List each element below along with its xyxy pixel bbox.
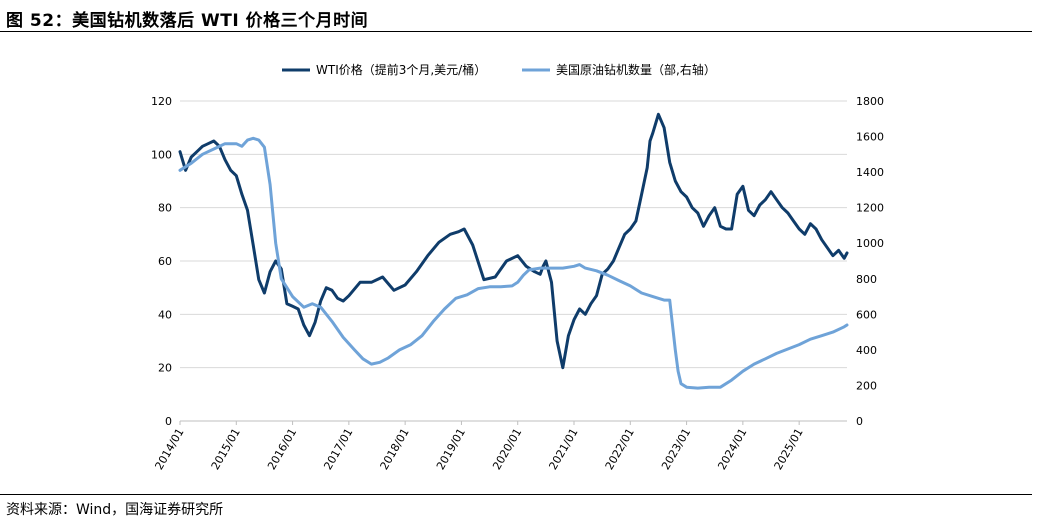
wti-price-line [178,112,849,370]
left-tick-label: 100 [151,148,172,161]
right-tick-label: 1400 [856,166,884,179]
left-tick-label: 60 [158,255,172,268]
dual-axis-line-chart: 2014/01 2015/01 2016/01 2017/01 2018/01 2019/… [151,62,884,472]
right-tick-label: 1600 [856,131,884,144]
x-tick-label: 2015/01 [209,426,243,472]
left-tick-label: 120 [151,95,172,108]
x-axis: 2014/01 2015/01 2016/01 2017/01 2018/01 2019/… [152,421,806,472]
x-tick-label: 2020/01 [490,426,524,472]
right-tick-label: 800 [856,273,877,286]
footer-rule [0,494,1032,495]
legend-label-wti: WTI价格（提前3个月,美元/桶） [316,62,486,77]
right-tick-label: 1000 [856,237,884,250]
right-tick-label: 400 [856,344,877,357]
left-tick-label: 80 [158,202,172,215]
left-tick-label: 20 [158,362,172,375]
x-tick-label: 2016/01 [265,426,299,472]
x-tick-label: 2018/01 [378,426,412,472]
source-note: 资料来源：Wind，国海证券研究所 [6,502,224,518]
rig-count-line [178,136,849,390]
right-tick-label: 1800 [856,95,884,108]
x-tick-label: 2024/01 [715,426,749,472]
right-tick-label: 600 [856,308,877,321]
x-tick-label: 2021/01 [546,426,580,472]
legend-label-rigs: 美国原油钻机数量（部,右轴） [556,62,716,77]
left-tick-label: 40 [158,308,172,321]
right-tick-label: 1200 [856,202,884,215]
legend: WTI价格（提前3个月,美元/桶） 美国原油钻机数量（部,右轴） [282,62,716,77]
title-underline [0,31,1032,32]
left-axis: 0 20 40 60 80 100 120 [151,95,172,428]
x-tick-label: 2019/01 [434,426,468,472]
right-tick-label: 0 [856,415,863,428]
x-tick-label: 2025/01 [772,426,806,472]
x-tick-label: 2023/01 [659,426,693,472]
x-tick-label: 2017/01 [321,426,355,472]
right-axis: 0 200 400 600 800 1000 1200 1400 1600 1800 [856,95,884,428]
left-tick-label: 0 [165,415,172,428]
series-group [178,112,849,390]
gridlines [180,100,847,422]
x-tick-label: 2022/01 [603,426,637,472]
right-tick-label: 200 [856,379,877,392]
x-tick-label: 2014/01 [152,426,186,472]
figure-title: 图 52：美国钻机数落后 WTI 价格三个月时间 [6,11,369,31]
